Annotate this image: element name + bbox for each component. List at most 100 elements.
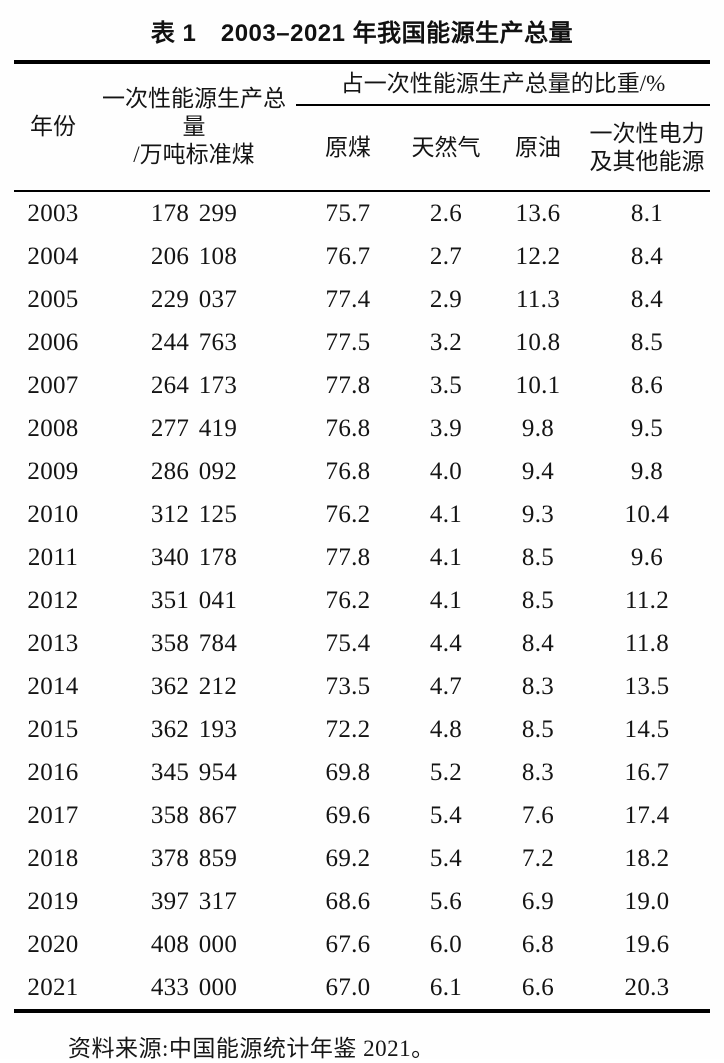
cell-natural-gas-share: 2.9: [429, 285, 463, 313]
cell-year: 2011: [27, 543, 79, 571]
cell-natural-gas-share: 3.5: [429, 371, 463, 399]
cell-natural-gas-share: 5.4: [429, 801, 463, 829]
cell-natural-gas-share: 3.9: [429, 414, 463, 442]
cell-primary-electricity-share: 11.8: [624, 629, 670, 657]
cell-year: 2021: [27, 973, 79, 1001]
table-row: 2008 277 419 76.8 3.9 9.8 9.5: [14, 407, 710, 450]
cell-primary-electricity-share: 19.0: [624, 887, 670, 915]
col-header-crude-oil: 原油: [492, 105, 584, 192]
cell-crude-oil-share: 8.3: [521, 672, 555, 700]
table-row: 2017 358 867 69.6 5.4 7.6 17.4: [14, 794, 710, 837]
cell-crude-oil-share: 7.6: [521, 801, 555, 829]
cell-year: 2007: [27, 371, 79, 399]
cell-total-production: 345 954: [150, 758, 238, 786]
cell-year: 2019: [27, 887, 79, 915]
cell-raw-coal-share: 77.8: [325, 543, 371, 571]
cell-year: 2015: [27, 715, 79, 743]
cell-crude-oil-share: 6.6: [521, 973, 555, 1001]
cell-crude-oil-share: 6.9: [521, 887, 555, 915]
cell-total-production: 229 037: [150, 285, 238, 313]
cell-natural-gas-share: 6.0: [429, 930, 463, 958]
table-row: 2011 340 178 77.8 4.1 8.5 9.6: [14, 536, 710, 579]
cell-natural-gas-share: 2.6: [429, 199, 463, 227]
cell-natural-gas-share: 4.1: [429, 543, 463, 571]
col-header-total-production: 一次性能源生产总量 /万吨标准煤: [92, 62, 296, 192]
cell-crude-oil-share: 11.3: [515, 285, 561, 313]
cell-total-production: 351 041: [150, 586, 238, 614]
cell-total-production: 358 867: [150, 801, 238, 829]
table-body: 2003 178 299 75.7 2.6 13.6 8.1 2004 206 108 76.7…: [14, 191, 710, 1011]
cell-raw-coal-share: 69.6: [325, 801, 371, 829]
cell-raw-coal-share: 76.8: [325, 457, 371, 485]
table-row: 2009 286 092 76.8 4.0 9.4 9.8: [14, 450, 710, 493]
table-row: 2015 362 193 72.2 4.8 8.5 14.5: [14, 708, 710, 751]
cell-total-production: 340 178: [150, 543, 238, 571]
energy-production-table: 年份 一次性能源生产总量 /万吨标准煤 占一次性能源生产总量的比重/% 原煤 天…: [14, 60, 710, 1013]
table-row: 2007 264 173 77.8 3.5 10.1 8.6: [14, 364, 710, 407]
cell-total-production: 277 419: [150, 414, 238, 442]
table-row: 2006 244 763 77.5 3.2 10.8 8.5: [14, 321, 710, 364]
cell-total-production: 244 763: [150, 328, 238, 356]
cell-raw-coal-share: 76.7: [325, 242, 371, 270]
cell-year: 2017: [27, 801, 79, 829]
cell-year: 2020: [27, 930, 79, 958]
cell-raw-coal-share: 75.7: [325, 199, 371, 227]
table-row: 2012 351 041 76.2 4.1 8.5 11.2: [14, 579, 710, 622]
cell-natural-gas-share: 5.6: [429, 887, 463, 915]
cell-primary-electricity-share: 8.6: [630, 371, 664, 399]
col-header-primary-electricity: 一次性电力 及其他能源: [584, 105, 710, 192]
cell-crude-oil-share: 6.8: [521, 930, 555, 958]
cell-natural-gas-share: 6.1: [429, 973, 463, 1001]
cell-year: 2012: [27, 586, 79, 614]
cell-raw-coal-share: 67.0: [325, 973, 371, 1001]
cell-natural-gas-share: 3.2: [429, 328, 463, 356]
cell-primary-electricity-share: 10.4: [624, 500, 670, 528]
cell-primary-electricity-share: 8.4: [630, 285, 664, 313]
cell-raw-coal-share: 75.4: [325, 629, 371, 657]
cell-total-production: 264 173: [150, 371, 238, 399]
cell-raw-coal-share: 69.2: [325, 844, 371, 872]
cell-crude-oil-share: 9.8: [521, 414, 555, 442]
cell-primary-electricity-share: 16.7: [624, 758, 670, 786]
cell-crude-oil-share: 10.1: [515, 371, 561, 399]
cell-total-production: 408 000: [150, 930, 238, 958]
cell-primary-electricity-share: 18.2: [624, 844, 670, 872]
cell-raw-coal-share: 72.2: [325, 715, 371, 743]
table-row: 2018 378 859 69.2 5.4 7.2 18.2: [14, 837, 710, 880]
cell-primary-electricity-share: 9.8: [630, 457, 664, 485]
cell-primary-electricity-share: 20.3: [624, 973, 670, 1001]
cell-year: 2006: [27, 328, 79, 356]
cell-year: 2009: [27, 457, 79, 485]
cell-year: 2008: [27, 414, 79, 442]
cell-primary-electricity-share: 11.2: [624, 586, 670, 614]
cell-crude-oil-share: 12.2: [515, 242, 561, 270]
cell-natural-gas-share: 4.1: [429, 500, 463, 528]
table-row: 2010 312 125 76.2 4.1 9.3 10.4: [14, 493, 710, 536]
cell-natural-gas-share: 2.7: [429, 242, 463, 270]
cell-raw-coal-share: 67.6: [325, 930, 371, 958]
cell-raw-coal-share: 68.6: [325, 887, 371, 915]
cell-natural-gas-share: 4.0: [429, 457, 463, 485]
cell-year: 2016: [27, 758, 79, 786]
cell-crude-oil-share: 9.4: [521, 457, 555, 485]
cell-primary-electricity-share: 17.4: [624, 801, 670, 829]
cell-raw-coal-share: 77.8: [325, 371, 371, 399]
source-note: 资料来源:中国能源统计年鉴 2021。: [68, 1036, 435, 1061]
cell-natural-gas-share: 5.2: [429, 758, 463, 786]
table-caption: 表 1 2003–2021 年我国能源生产总量: [150, 20, 574, 47]
cell-total-production: 206 108: [150, 242, 238, 270]
table-row: 2013 358 784 75.4 4.4 8.4 11.8: [14, 622, 710, 665]
cell-crude-oil-share: 8.5: [521, 715, 555, 743]
cell-crude-oil-share: 13.6: [515, 199, 561, 227]
cell-total-production: 358 784: [150, 629, 238, 657]
table-row: 2003 178 299 75.7 2.6 13.6 8.1: [14, 191, 710, 235]
table-row: 2020 408 000 67.6 6.0 6.8 19.6: [14, 923, 710, 966]
cell-total-production: 397 317: [150, 887, 238, 915]
col-header-raw-coal: 原煤: [296, 105, 400, 192]
cell-primary-electricity-share: 8.4: [630, 242, 664, 270]
table-row: 2004 206 108 76.7 2.7 12.2 8.4: [14, 235, 710, 278]
cell-crude-oil-share: 8.5: [521, 543, 555, 571]
cell-natural-gas-share: 4.7: [429, 672, 463, 700]
table-row: 2019 397 317 68.6 5.6 6.9 19.0: [14, 880, 710, 923]
header-row-sub: 原煤 天然气 原油 一次性电力 及其他能源: [14, 105, 710, 192]
